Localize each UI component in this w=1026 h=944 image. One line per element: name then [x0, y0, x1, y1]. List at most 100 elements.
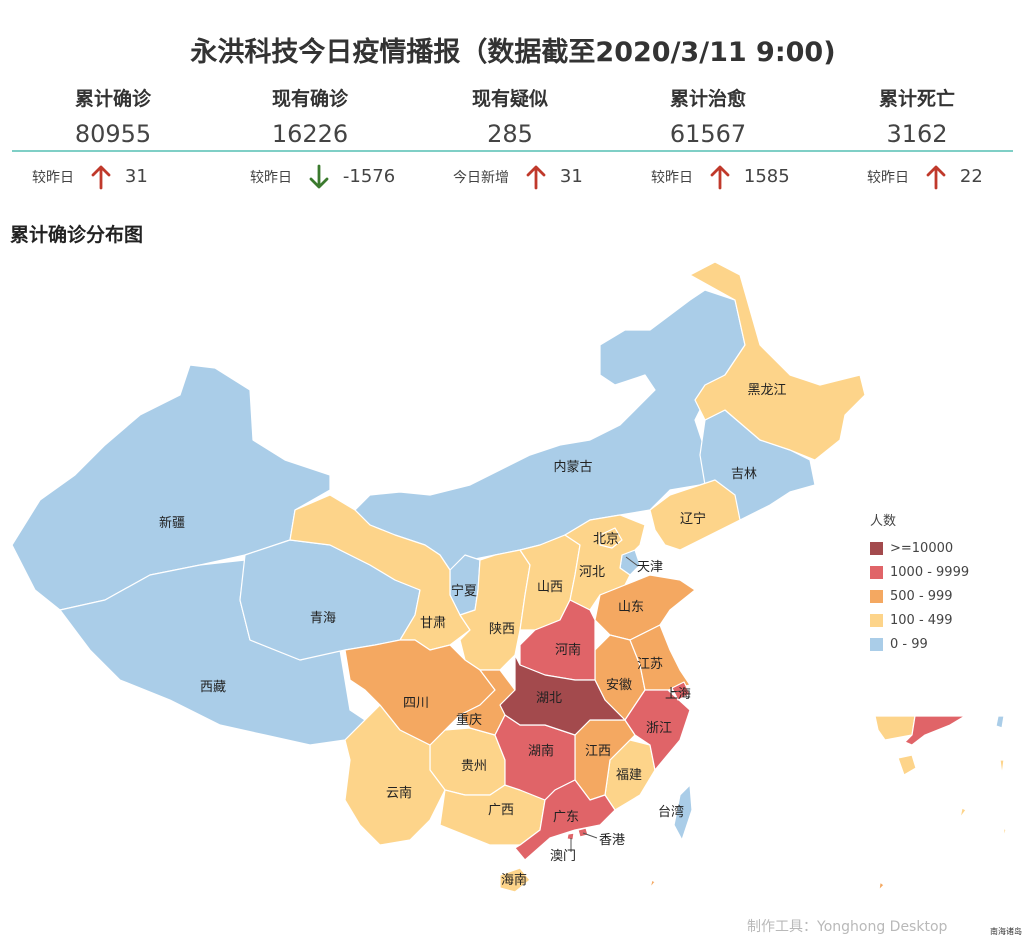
stat-value: 16226 [271, 120, 349, 148]
province-shandong[interactable] [594, 574, 696, 641]
label-fujian: 福建 [616, 768, 642, 783]
stat-label: 累计确诊 [74, 88, 151, 110]
label-sichuan: 四川 [403, 696, 429, 711]
arrow-up-icon [92, 165, 111, 190]
region-south-sea-island [995, 715, 1005, 729]
province-guangdong[interactable] [514, 779, 616, 861]
delta-value: 22 [959, 166, 983, 187]
label-shanghai: 上海 [665, 687, 691, 702]
label-xizang: 西藏 [200, 680, 226, 695]
south-sea-note: 南海诸岛 [990, 927, 1022, 936]
arrow-up-icon [927, 165, 946, 190]
label-xinjiang: 新疆 [159, 515, 185, 531]
legend-item[interactable]: >=10000 [870, 537, 969, 561]
leader-line-hongkong [582, 832, 598, 839]
province-beijing[interactable] [599, 527, 623, 549]
stats-panel: 累计确诊 80955 现有确诊 16226 现有疑似 285 累计治愈 6156… [12, 84, 1013, 194]
stat-value: 3162 [886, 120, 948, 148]
delta-value: 1585 [743, 166, 790, 187]
label-chongqing: 重庆 [456, 712, 482, 728]
label-shanxi: 山西 [537, 580, 563, 595]
legend-swatch [870, 638, 883, 651]
legend-label: 500 - 999 [890, 589, 953, 604]
legend-swatch [870, 590, 883, 603]
map-legend: 人数 >=10000 1000 - 9999 500 - 999 100 - 4… [870, 510, 969, 657]
stat-suspected: 现有疑似 285 [410, 84, 610, 154]
province-hainan[interactable] [499, 867, 531, 893]
province-gansu[interactable] [289, 494, 471, 651]
province-hongkong[interactable] [577, 827, 589, 838]
legend-item[interactable]: 500 - 999 [870, 585, 969, 609]
label-zhejiang: 浙江 [646, 721, 672, 736]
label-heilongjiang: 黑龙江 [747, 383, 786, 398]
page-title: 永洪科技今日疫情播报（数据截至2020/3/11 9:00) [190, 37, 836, 68]
label-guangdong: 广东 [553, 810, 579, 825]
legend-label: 100 - 499 [890, 613, 953, 628]
label-jilin: 吉林 [731, 467, 757, 482]
delta-confirmed: 较昨日 31 [32, 164, 148, 190]
province-chongqing[interactable] [459, 669, 516, 736]
region-south-sea-dashes [649, 879, 885, 891]
label-liaoning: 辽宁 [680, 511, 706, 527]
stat-current: 现有确诊 16226 [210, 84, 410, 154]
region-south-sea-inset [874, 715, 916, 741]
legend-swatch [870, 566, 883, 579]
legend-item[interactable]: 1000 - 9999 [870, 561, 969, 585]
stat-label: 累计死亡 [878, 88, 955, 110]
delta-value: 31 [124, 166, 148, 187]
legend-title: 人数 [870, 514, 897, 529]
label-ningxia: 宁夏 [451, 583, 477, 599]
region-south-sea-inset-hainan [897, 754, 917, 776]
delta-value: 31 [559, 166, 583, 187]
province-xizang[interactable] [59, 559, 366, 746]
legend-label: 0 - 99 [890, 637, 928, 652]
label-yunnan: 云南 [386, 785, 412, 801]
label-jiangsu: 江苏 [637, 656, 663, 672]
delta-cured: 较昨日 1585 [651, 164, 790, 190]
label-tianjin: 天津 [637, 560, 663, 575]
legend-swatch [870, 614, 883, 627]
delta-label: 较昨日 [250, 170, 292, 186]
arrow-up-icon [527, 165, 546, 190]
label-hebei: 河北 [579, 565, 605, 580]
delta-label: 较昨日 [32, 170, 74, 186]
province-henan[interactable] [519, 599, 596, 681]
leader-line-shanghai [671, 690, 683, 693]
province-jiangsu[interactable] [629, 624, 691, 691]
stat-value: 61567 [669, 120, 747, 148]
stat-label: 累计治愈 [669, 88, 746, 110]
province-hebei[interactable] [564, 514, 646, 611]
province-macau[interactable] [566, 832, 575, 841]
province-heilongjiang[interactable] [689, 261, 866, 461]
stat-value: 80955 [74, 120, 152, 148]
delta-label: 较昨日 [651, 170, 693, 186]
legend-item[interactable]: 100 - 499 [870, 609, 969, 633]
province-taiwan[interactable] [673, 784, 693, 841]
province-zhejiang[interactable] [624, 689, 691, 771]
label-hongkong: 香港 [599, 833, 625, 848]
stat-label: 现有确诊 [271, 88, 348, 110]
province-liaoning[interactable] [649, 479, 741, 551]
province-hubei[interactable] [499, 654, 626, 736]
label-henan: 河南 [555, 642, 581, 658]
delta-deaths: 较昨日 22 [867, 164, 983, 190]
label-taiwan: 台湾 [658, 804, 684, 820]
legend-label: >=10000 [890, 541, 954, 556]
label-hunan: 湖南 [528, 743, 554, 759]
legend-item[interactable]: 0 - 99 [870, 633, 969, 657]
label-anhui: 安徽 [606, 678, 632, 693]
region-south-sea-inset-guangdong [904, 715, 966, 746]
label-guizhou: 贵州 [461, 759, 487, 774]
label-neimenggu: 内蒙古 [553, 459, 592, 475]
stat-cured: 累计治愈 61567 [608, 84, 808, 154]
label-guangxi: 广西 [488, 803, 514, 818]
map-section-title: 累计确诊分布图 [10, 224, 144, 246]
stat-value: 285 [487, 120, 533, 148]
label-shandong: 山东 [618, 600, 644, 615]
arrow-up-icon [711, 165, 730, 190]
china-choropleth-map: 黑龙江 吉林 辽宁 内蒙古 新疆 西藏 青海 甘肃 宁夏 陕西 山西 河北 北京… [11, 261, 1007, 893]
legend-swatch [870, 542, 883, 555]
leader-line-tianjin [625, 556, 639, 567]
stat-label: 现有疑似 [471, 88, 548, 110]
delta-suspected: 今日新增 31 [453, 164, 583, 190]
